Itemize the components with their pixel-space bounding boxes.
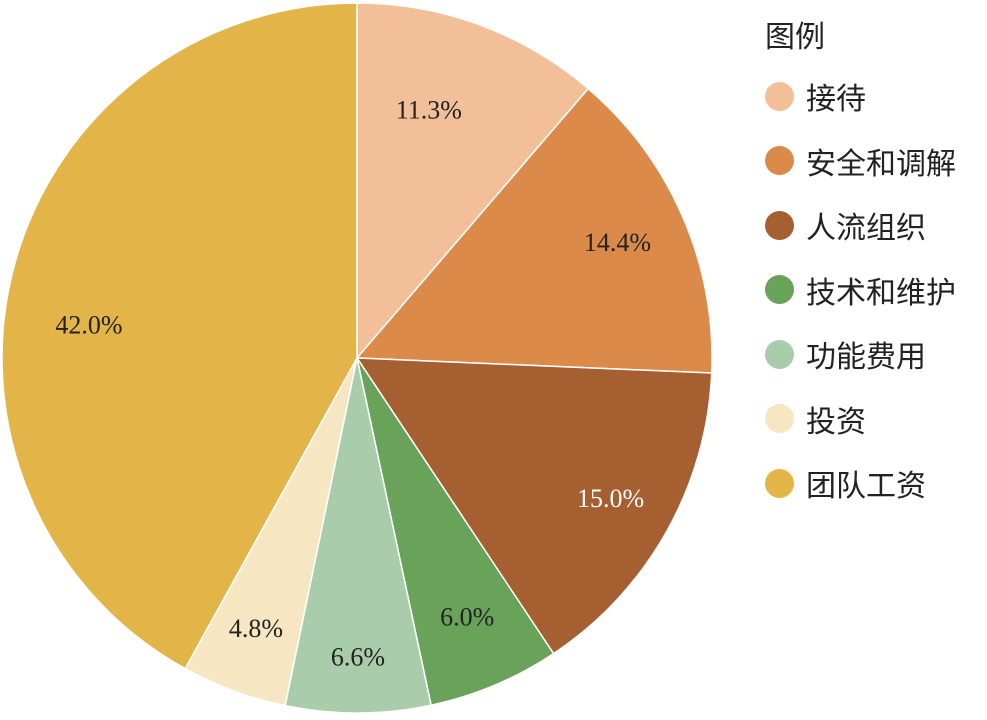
pie-chart: 11.3% 14.4% 15.0% 6.0% 6.6% 4.8% 42.0% — [1, 2, 713, 714]
legend-item-3: 人流组织 — [765, 193, 956, 258]
legend-swatch-icon — [765, 81, 794, 111]
legend-swatch-icon — [765, 275, 794, 305]
pie-percent-label-2: 14.4% — [584, 228, 651, 257]
legend-label: 技术和维护 — [806, 275, 956, 311]
pie-percent-label-6: 4.8% — [229, 614, 283, 643]
legend-title: 图例 — [765, 20, 825, 55]
pie-percent-label-5: 6.6% — [331, 643, 385, 672]
legend-label: 人流组织 — [806, 211, 926, 247]
legend-swatch-icon — [765, 210, 794, 240]
pie-percent-labels: 11.3% 14.4% 15.0% 6.0% 6.6% 4.8% 42.0% — [55, 96, 651, 672]
pie-percent-label-1: 11.3% — [396, 96, 462, 125]
pie-slice-1 — [356, 2, 590, 361]
pie-slice-4 — [356, 357, 555, 707]
legend-item-2: 安全和调解 — [765, 129, 956, 194]
legend-item-5: 功能费用 — [765, 322, 956, 387]
legend-label: 接待 — [806, 82, 866, 118]
legend-item-1: 接待 — [765, 64, 956, 129]
legend-swatch-icon — [765, 468, 794, 498]
legend-item-7: 团队工资 — [765, 451, 956, 516]
legend-item-6: 投资 — [765, 387, 956, 452]
pie-slices — [1, 2, 713, 714]
pie-slice-2 — [355, 87, 713, 374]
pie-slice-7 — [1, 2, 358, 670]
legend-swatch-icon — [765, 146, 794, 176]
pie-slice-5 — [284, 357, 432, 714]
legend-swatch-icon — [765, 339, 794, 369]
legend-items: 接待安全和调解人流组织技术和维护功能费用投资团队工资 — [765, 64, 956, 516]
pie-percent-label-7: 42.0% — [55, 311, 122, 340]
legend-label: 团队工资 — [806, 469, 926, 505]
pie-percent-label-3: 15.0% — [577, 484, 644, 513]
legend: 图例 接待安全和调解人流组织技术和维护功能费用投资团队工资 — [765, 18, 956, 516]
pie-slice-3 — [355, 357, 713, 655]
legend-item-4: 技术和维护 — [765, 258, 956, 323]
legend-label: 投资 — [806, 404, 866, 440]
legend-label: 安全和调解 — [806, 146, 956, 182]
legend-label: 功能费用 — [806, 340, 926, 376]
pie-percent-label-4: 6.0% — [440, 603, 494, 632]
legend-swatch-icon — [765, 404, 794, 434]
